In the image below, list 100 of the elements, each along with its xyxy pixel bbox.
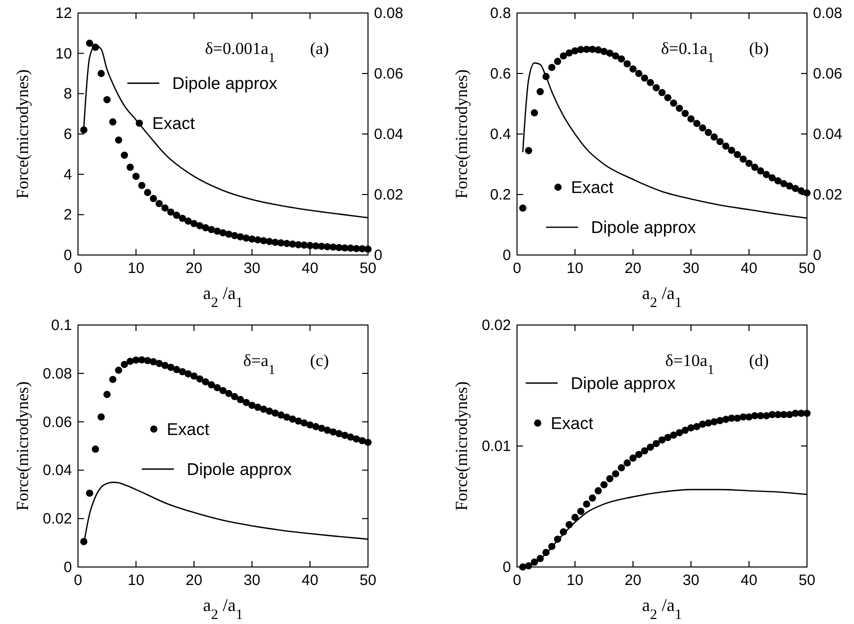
point <box>641 74 648 82</box>
point <box>803 189 811 197</box>
y-tick-label: 0.8 <box>490 5 511 22</box>
y2-tick-label: 0.02 <box>813 186 842 204</box>
point <box>594 46 602 54</box>
point <box>150 358 157 366</box>
point <box>98 413 105 421</box>
point <box>722 142 730 150</box>
point <box>306 421 314 429</box>
y-axis-title: Force(microdynes) <box>452 69 471 199</box>
point <box>306 242 314 250</box>
point <box>335 244 343 252</box>
point <box>219 386 227 394</box>
point <box>786 182 794 190</box>
point <box>722 416 730 423</box>
point <box>103 390 111 398</box>
point <box>120 152 128 159</box>
point <box>173 366 180 374</box>
point <box>710 133 718 141</box>
annotation: δ=a$_{1}$ <box>243 351 276 377</box>
point <box>178 368 186 376</box>
point <box>525 147 532 154</box>
point <box>693 423 700 430</box>
y2-tick-label: 0.06 <box>813 66 842 82</box>
point <box>780 180 788 188</box>
point <box>167 364 174 371</box>
y-tick-label: 0 <box>502 559 511 576</box>
point <box>646 78 654 86</box>
point <box>161 362 169 370</box>
point <box>260 237 268 244</box>
point <box>745 160 753 167</box>
point <box>109 118 116 126</box>
point <box>624 459 631 467</box>
point <box>190 220 198 228</box>
point <box>219 229 227 236</box>
point <box>554 536 562 543</box>
x-tick-label: 50 <box>798 260 816 277</box>
point <box>560 52 567 60</box>
point <box>693 120 700 128</box>
x-tick-label: 30 <box>244 260 260 277</box>
point <box>525 562 532 570</box>
point <box>92 44 99 51</box>
point <box>150 194 157 202</box>
point <box>618 464 625 472</box>
point <box>184 370 192 378</box>
y-tick-label: 0.4 <box>490 126 511 143</box>
point <box>324 426 331 434</box>
point <box>745 413 753 421</box>
point <box>248 402 256 409</box>
point <box>126 164 134 171</box>
point <box>202 378 210 386</box>
point <box>109 376 116 384</box>
x-tick-label: 30 <box>682 260 700 277</box>
point <box>530 109 538 116</box>
point <box>768 174 776 182</box>
point <box>652 440 660 448</box>
legend-label: Dipole approx <box>570 374 676 394</box>
point <box>536 88 544 96</box>
point <box>294 417 302 425</box>
point <box>196 375 204 383</box>
point <box>629 65 637 73</box>
point <box>86 40 94 47</box>
point <box>646 444 654 451</box>
y-tick-label: 12 <box>55 5 72 22</box>
y2-tick-label: 0 <box>374 247 382 264</box>
point <box>594 487 602 494</box>
point <box>635 70 642 78</box>
point <box>670 100 678 107</box>
point <box>629 454 637 462</box>
x-tick-label: 20 <box>624 572 642 589</box>
point <box>612 52 620 60</box>
point <box>335 430 343 438</box>
point <box>144 188 152 196</box>
point <box>260 406 268 413</box>
point <box>676 429 683 436</box>
point <box>519 204 526 212</box>
y-axis-title: Force(microdynes) <box>452 381 471 511</box>
point <box>762 170 770 178</box>
point <box>774 177 782 184</box>
point <box>734 150 741 158</box>
point <box>115 366 122 374</box>
point <box>641 447 648 454</box>
annotation: δ=0.001a$_{1}$ <box>204 39 276 65</box>
point <box>548 64 556 72</box>
x-axis-title: a$_{2}$/a$_{1}$ <box>642 283 682 311</box>
point <box>566 521 573 528</box>
point <box>254 404 262 411</box>
point <box>190 372 198 380</box>
y-tick-label: 0.08 <box>42 365 72 382</box>
point <box>277 411 285 419</box>
y-tick-label: 0.1 <box>51 317 72 334</box>
x-tick-label: 10 <box>566 572 584 589</box>
y-tick-label: 6 <box>64 126 72 143</box>
point <box>236 396 244 404</box>
x-axis-title: a$_{2}$/a$_{1}$ <box>203 283 243 311</box>
point <box>347 244 354 252</box>
point <box>687 424 695 432</box>
y2-tick-label: 0.06 <box>374 66 404 82</box>
point <box>704 419 712 427</box>
point <box>566 49 573 57</box>
